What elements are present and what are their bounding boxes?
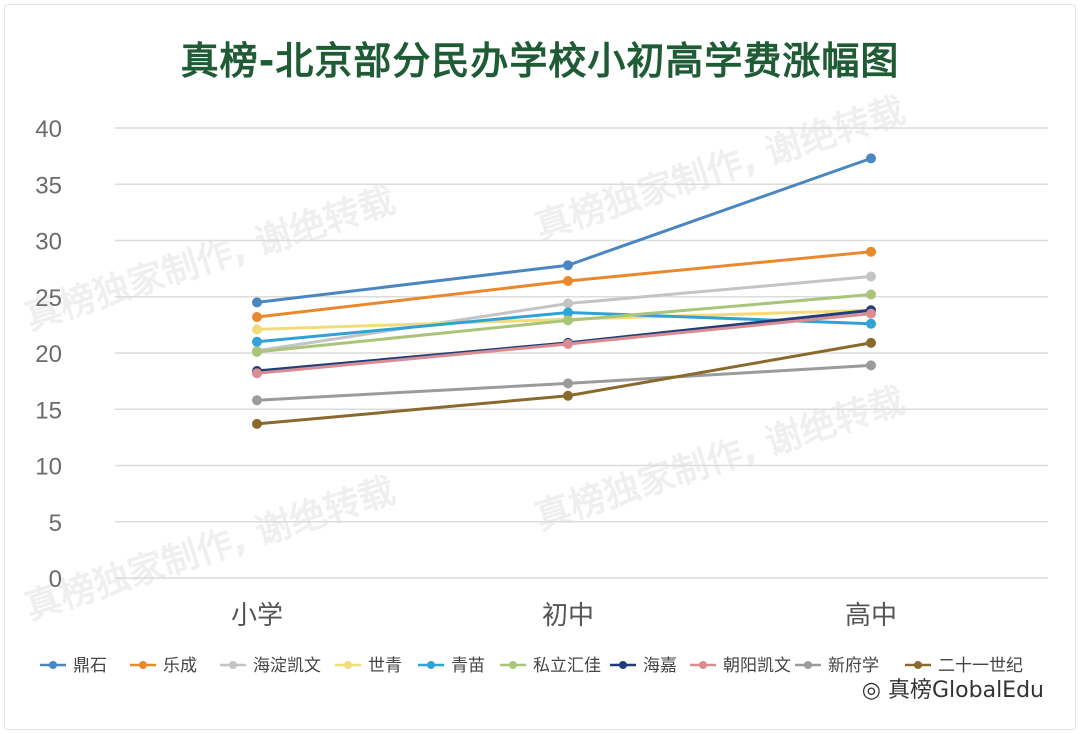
watermark-text: 真榜独家制作, 谢绝转载 [20,179,400,338]
watermark-text: 真榜独家制作, 谢绝转载 [530,89,910,248]
legend-marker [229,661,237,669]
legend-label: 二十一世纪 [938,656,1023,676]
data-point [866,360,876,371]
chart-title: 真榜-北京部分民办学校小初高学费涨幅图 [180,39,900,83]
legend-marker [49,661,57,669]
data-point [866,153,876,164]
data-point [252,324,262,335]
x-tick-label: 初中 [542,601,594,631]
y-tick-label: 25 [35,285,62,312]
y-tick-label: 20 [35,341,62,368]
legend-marker [699,661,707,669]
data-point [252,346,262,357]
legend-label: 朝阳凯文 [723,656,791,676]
legend-label: 海嘉 [643,656,677,676]
legend-marker [509,661,517,669]
legend-label: 海淀凯文 [253,656,321,676]
data-point [866,318,876,329]
legend-marker [427,661,435,669]
y-tick-label: 30 [35,229,62,256]
x-tick-label: 小学 [231,601,283,631]
data-point [866,337,876,348]
wechat-icon: ◎ [861,678,888,703]
data-point [252,418,262,429]
y-tick-label: 40 [35,116,62,143]
data-point [252,312,262,322]
data-point [563,276,573,286]
legend-marker [139,661,147,669]
legend-marker [344,661,352,669]
watermark-text: 真榜独家制作, 谢绝转载 [530,379,910,538]
data-point [563,315,573,326]
legend-label: 青苗 [451,656,485,676]
data-point [866,308,876,319]
data-point [252,368,262,379]
legend-label: 私立汇佳 [533,656,601,676]
legend-marker [619,661,627,669]
data-point [252,336,262,347]
chart-frame [4,4,1076,730]
data-point [563,378,573,389]
y-tick-label: 15 [35,397,62,424]
brand-text: 真榜GlobalEdu [888,678,1044,703]
y-tick-label: 10 [35,454,62,481]
legend-label: 鼎石 [73,656,107,676]
data-point [866,246,876,257]
y-tick-label: 0 [49,566,62,593]
data-point [563,298,573,309]
data-point [866,289,876,300]
legend-label: 世青 [368,656,402,676]
legend-label: 乐成 [163,656,197,676]
data-point [563,260,573,271]
x-tick-label: 高中 [845,601,897,631]
watermark-text: 真榜独家制作, 谢绝转载 [20,469,400,628]
data-point [563,339,573,349]
legend-marker [914,661,922,669]
data-point [252,395,262,406]
y-tick-label: 5 [49,510,62,537]
data-point [252,297,262,308]
legend-marker [804,661,812,669]
legend-label: 新府学 [828,656,879,676]
brand-logo: ◎ 真榜GlobalEdu [862,672,1044,704]
data-point [866,271,876,282]
data-point [563,390,573,401]
y-tick-label: 35 [35,172,62,199]
data-point [563,307,573,318]
